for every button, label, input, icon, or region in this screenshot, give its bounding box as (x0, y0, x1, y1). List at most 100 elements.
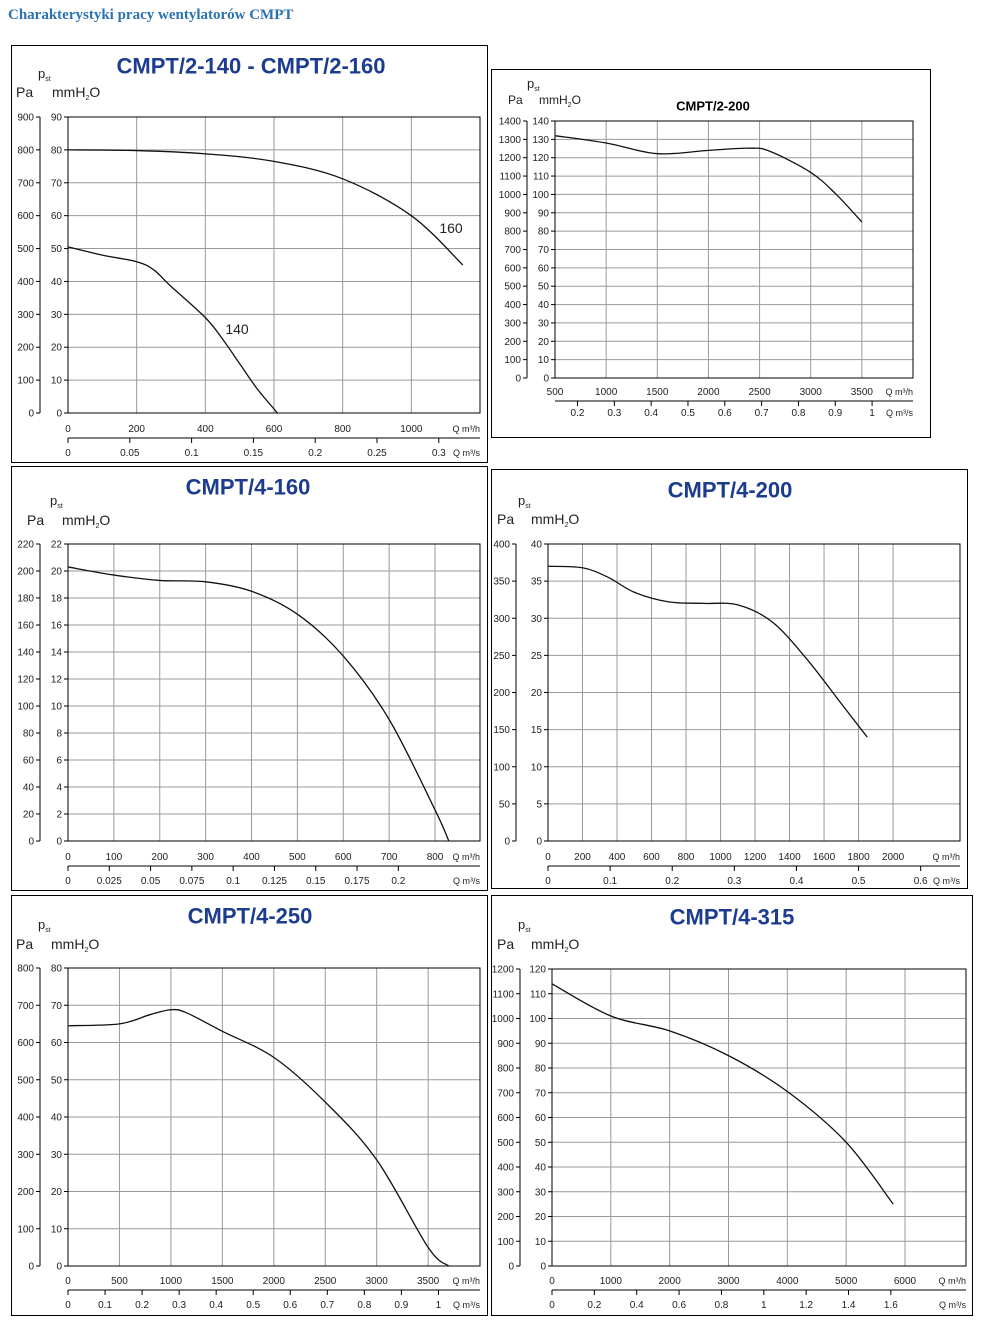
x2-tick-label: 0.4 (644, 408, 658, 419)
x2-unit-label: Q m³/s (939, 1300, 966, 1310)
y-pa-tick-label: 600 (497, 1113, 514, 1124)
chart-title: CMPT/2-200 (676, 99, 750, 114)
series-label: 140 (225, 321, 249, 337)
plot-area (554, 120, 914, 379)
x2-unit-label: Q m³/s (453, 1300, 480, 1310)
y-pa-tick-label: 700 (17, 1001, 34, 1012)
x-tick-label: 1000 (160, 1276, 183, 1287)
y-mm-tick-label: 20 (51, 1187, 63, 1198)
x2-tick-label: 0.15 (244, 448, 264, 459)
x2-tick-label: 0.125 (262, 876, 287, 887)
x-unit-label: Q m³/h (938, 1276, 966, 1286)
mm-unit-label: mmH2O (62, 512, 110, 530)
y-pa-tick-label: 500 (17, 1075, 34, 1086)
series-curve-cmpt-2-200 (554, 135, 863, 223)
y-pa-tick-label: 0 (508, 1262, 514, 1273)
y-pa-tick-label: 0 (28, 837, 34, 848)
x2-tick-label: 0.7 (755, 408, 769, 419)
x2-tick-label: 1 (761, 1300, 767, 1311)
y-mm-tick-label: 10 (538, 355, 550, 366)
series-label: 160 (439, 220, 463, 236)
x2-tick-label: 0.5 (681, 408, 695, 419)
x-unit-label: Q m³/h (452, 424, 480, 434)
x2-tick-label: 0.8 (357, 1300, 371, 1311)
pst-label: pst (50, 493, 63, 510)
x2-tick-label: 0.1 (98, 1300, 112, 1311)
x-tick-label: 1200 (744, 852, 767, 863)
y-pa-tick-label: 500 (497, 1138, 514, 1149)
x-tick-label: 600 (335, 852, 352, 863)
x2-tick-label: 1.6 (884, 1300, 898, 1311)
x-tick-label: 3000 (717, 1276, 740, 1287)
pst-subscript: st (45, 927, 51, 934)
y-mm-tick-label: 20 (51, 343, 63, 354)
y-pa-tick-label: 100 (17, 376, 34, 387)
y-mm-tick-label: 130 (532, 135, 549, 146)
series-curve-cmpt-4-200 (547, 565, 868, 738)
y-pa-tick-label: 400 (17, 277, 34, 288)
x2-tick-label: 0.05 (141, 876, 161, 887)
y-pa-tick-label: 900 (504, 208, 521, 219)
chart-title: CMPT/4-160 (186, 475, 311, 500)
x2-tick-label: 0.2 (391, 876, 405, 887)
mm-end: O (99, 512, 110, 528)
y-pa-tick-label: 800 (17, 964, 34, 975)
x-tick-label: 400 (243, 852, 260, 863)
y-pa-tick-label: 0 (28, 409, 34, 420)
y-pa-tick-label: 80 (23, 729, 35, 740)
chart-title: CMPT/4-250 (188, 904, 313, 929)
series-curve-160 (67, 149, 464, 266)
x2-tick-label: 0.025 (97, 876, 122, 887)
y-mm-tick-label: 15 (531, 725, 543, 736)
y-pa-tick-label: 500 (17, 244, 34, 255)
y-mm-tick-label: 60 (538, 263, 550, 274)
x-tick-label: 500 (289, 852, 306, 863)
chart-frame (491, 469, 968, 889)
y-mm-tick-label: 5 (536, 799, 542, 810)
y-mm-tick-label: 50 (51, 1075, 63, 1086)
x-tick-label: 2500 (314, 1276, 337, 1287)
y-pa-tick-label: 100 (17, 1224, 34, 1235)
y-mm-tick-label: 0 (56, 1262, 62, 1273)
x2-unit-label: Q m³/s (933, 876, 960, 886)
y-mm-tick-label: 0 (536, 837, 542, 848)
x2-tick-label: 0.5 (852, 876, 866, 887)
y-mm-tick-label: 60 (535, 1113, 547, 1124)
x2-tick-label: 0 (65, 448, 71, 459)
x2-tick-label: 0.2 (571, 408, 585, 419)
x2-tick-label: 0.2 (587, 1300, 601, 1311)
y-pa-tick-label: 300 (504, 318, 521, 329)
x-tick-label: 1600 (813, 852, 836, 863)
x-tick-label: 2000 (697, 387, 720, 398)
x-tick-label: 600 (266, 424, 283, 435)
x-tick-label: 200 (128, 424, 145, 435)
y-pa-tick-label: 300 (17, 310, 34, 321)
y-mm-tick-label: 2 (56, 810, 62, 821)
series-curve-cmpt-4-250 (67, 1008, 450, 1267)
pa-unit-label: Pa (27, 512, 44, 528)
y-mm-tick-label: 100 (532, 190, 549, 201)
y-pa-tick-label: 700 (504, 245, 521, 256)
pst-subscript: st (525, 503, 531, 510)
x-tick-label: 3000 (366, 1276, 389, 1287)
x-tick-label: 1400 (778, 852, 801, 863)
y-pa-tick-label: 300 (17, 1150, 34, 1161)
plot-area (67, 116, 481, 414)
x-unit-label: Q m³/h (932, 852, 960, 862)
x2-tick-label: 0.2 (308, 448, 322, 459)
y-mm-tick-label: 70 (535, 1088, 547, 1099)
x-tick-label: 200 (574, 852, 591, 863)
pst-subscript: st (57, 503, 63, 510)
y-pa-tick-label: 700 (497, 1088, 514, 1099)
mm-end: O (568, 936, 579, 952)
mm-subscript: 2 (85, 95, 89, 102)
page-title: Charakterystyki pracy wentylatorów CMPT (8, 7, 294, 23)
y-mm-tick-label: 140 (532, 117, 549, 128)
y-mm-tick-label: 10 (535, 1237, 547, 1248)
y-pa-tick-label: 200 (17, 567, 34, 578)
x-tick-label: 800 (427, 852, 444, 863)
pst-label: pst (38, 66, 51, 83)
x2-tick-label: 0.4 (209, 1300, 223, 1311)
chart-frame (491, 69, 931, 438)
